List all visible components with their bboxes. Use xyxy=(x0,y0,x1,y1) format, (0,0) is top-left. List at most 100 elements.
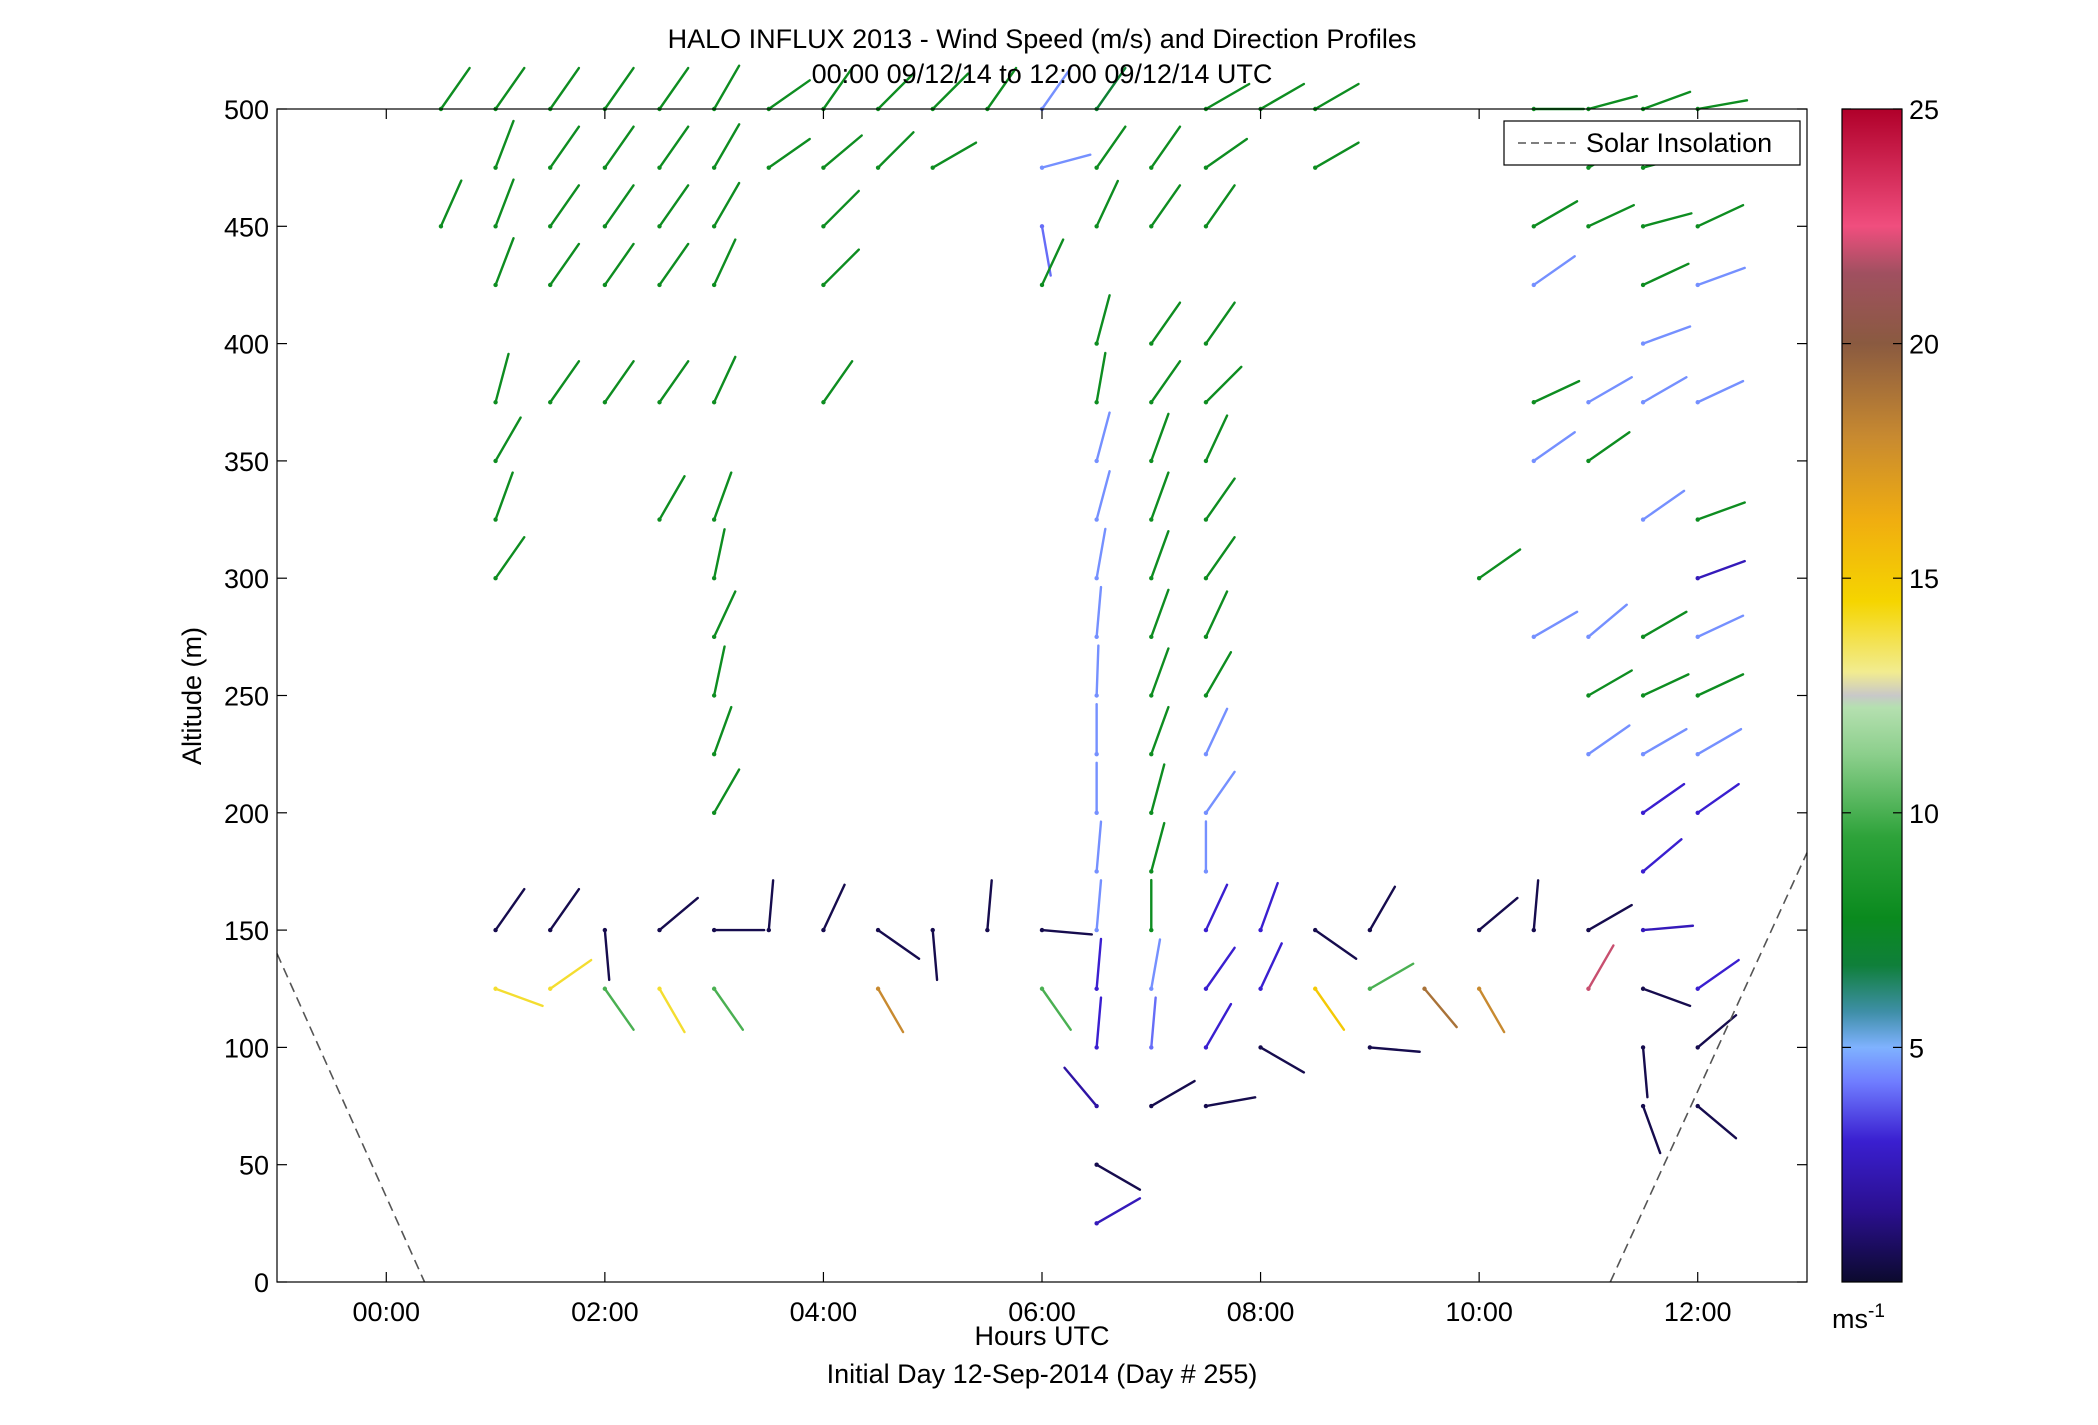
wind-vector-origin xyxy=(1094,810,1099,815)
wind-vector xyxy=(494,119,515,169)
wind-vector-origin xyxy=(1640,341,1646,346)
x-tick-label: 12:00 xyxy=(1664,1297,1732,1327)
wind-vector xyxy=(603,242,635,287)
wind-vector-origin xyxy=(821,400,826,405)
wind-vector xyxy=(712,238,737,287)
wind-vector-origin xyxy=(657,165,662,170)
wind-vector xyxy=(1696,266,1746,287)
colorbar-unit: ms-1 xyxy=(1832,1301,1885,1334)
wind-vector xyxy=(712,64,741,111)
wind-vector-origin xyxy=(1094,458,1099,464)
wind-vector-origin xyxy=(930,927,935,933)
wind-vector-origin xyxy=(1203,634,1209,640)
wind-vector xyxy=(712,768,741,814)
wind-vector xyxy=(712,528,726,580)
wind-vector xyxy=(1204,414,1229,463)
wind-vector-origin xyxy=(1586,693,1591,698)
colorbar-tick-label: 10 xyxy=(1909,799,1939,829)
wind-vector xyxy=(1587,431,1631,463)
wind-vector xyxy=(1368,885,1397,932)
wind-vector-origin xyxy=(1149,1045,1154,1050)
wind-vector xyxy=(1641,673,1690,697)
wind-vector-origin xyxy=(1422,986,1427,991)
wind-vector-origin xyxy=(1695,517,1700,522)
wind-vector xyxy=(1259,881,1279,932)
wind-vector xyxy=(1095,527,1107,580)
x-tick-label: 04:00 xyxy=(790,1297,858,1327)
wind-vector xyxy=(1095,996,1103,1049)
y-tick-label: 150 xyxy=(224,916,269,946)
wind-vector xyxy=(1477,987,1506,1034)
chart-subtitle: 00:00 09/12/14 to 12:00 09/12/14 UTC xyxy=(812,59,1273,89)
wind-vector-origin xyxy=(711,927,717,933)
wind-vector-origin xyxy=(1094,986,1099,991)
wind-vector-origin xyxy=(1476,986,1482,991)
wind-vector-origin xyxy=(1640,986,1646,991)
wind-vector xyxy=(1532,610,1579,639)
y-tick-label: 100 xyxy=(224,1033,269,1063)
wind-vector-origin xyxy=(1203,165,1209,170)
wind-vector xyxy=(658,987,686,1034)
wind-vector xyxy=(1641,376,1688,404)
wind-vector xyxy=(1587,944,1615,990)
wind-vector xyxy=(494,987,544,1008)
wind-vector-layer xyxy=(438,64,1749,1226)
wind-vector xyxy=(1204,365,1243,404)
wind-vector xyxy=(876,928,921,960)
wind-vector xyxy=(1259,82,1306,111)
wind-vector-origin xyxy=(1640,869,1646,874)
wind-vector xyxy=(1696,673,1745,697)
wind-vector-origin xyxy=(1203,1103,1209,1109)
wind-vector-origin xyxy=(1149,693,1154,698)
wind-vector xyxy=(1095,351,1107,404)
wind-vector xyxy=(658,66,690,111)
wind-vector-origin xyxy=(1695,576,1700,581)
wind-vector-origin xyxy=(985,927,990,933)
colorbar-tick-label: 25 xyxy=(1909,95,1939,125)
wind-vector xyxy=(1095,294,1111,345)
y-tick-label: 0 xyxy=(254,1268,269,1298)
wind-vector xyxy=(549,66,581,111)
x-axis: 00:00 02:00 04:00 06:00 08:00 10:00 12:00 xyxy=(352,109,1732,1327)
wind-vector-origin xyxy=(548,400,553,405)
wind-vector xyxy=(1204,650,1233,697)
wind-vector-origin xyxy=(1039,282,1045,288)
wind-vector xyxy=(1150,1079,1196,1108)
wind-vector-origin xyxy=(711,517,717,522)
wind-vector-origin xyxy=(766,165,771,170)
wind-vector xyxy=(822,66,854,111)
wind-vector xyxy=(1204,946,1236,990)
y-tick-label: 400 xyxy=(224,330,269,360)
wind-vector-origin xyxy=(1640,282,1646,288)
wind-vector xyxy=(1095,644,1100,697)
wind-vector-origin xyxy=(493,576,498,581)
wind-vector xyxy=(549,958,593,990)
wind-vector xyxy=(712,645,726,697)
wind-vector-origin xyxy=(1094,224,1099,229)
wind-vector-origin xyxy=(711,693,717,698)
wind-vector xyxy=(1095,820,1103,873)
wind-vector xyxy=(549,360,581,404)
wind-vector-origin xyxy=(711,751,717,757)
wind-vector xyxy=(1150,530,1170,580)
wind-vector xyxy=(658,125,690,169)
wind-vector-origin xyxy=(1640,400,1646,405)
wind-vector xyxy=(712,181,741,228)
wind-vector xyxy=(549,242,581,287)
wind-vector xyxy=(1040,238,1065,287)
y-axis: 0 50 100 150 200 250 300 350 400 450 500 xyxy=(224,95,1807,1298)
solar-insolation-layer xyxy=(276,852,1808,1283)
wind-vector xyxy=(603,184,635,228)
wind-vector xyxy=(1696,559,1746,580)
wind-vector xyxy=(767,79,811,111)
wind-vector-origin xyxy=(1039,224,1045,229)
wind-vector-origin xyxy=(1695,986,1700,991)
wind-vector-origin xyxy=(1586,400,1591,405)
wind-vector xyxy=(1204,707,1229,756)
wind-vector xyxy=(1095,179,1119,228)
wind-vector xyxy=(1204,301,1236,345)
wind-vector xyxy=(439,179,463,228)
wind-vector-origin xyxy=(1094,634,1099,640)
wind-vector-origin xyxy=(821,165,826,170)
wind-vector xyxy=(876,72,915,111)
